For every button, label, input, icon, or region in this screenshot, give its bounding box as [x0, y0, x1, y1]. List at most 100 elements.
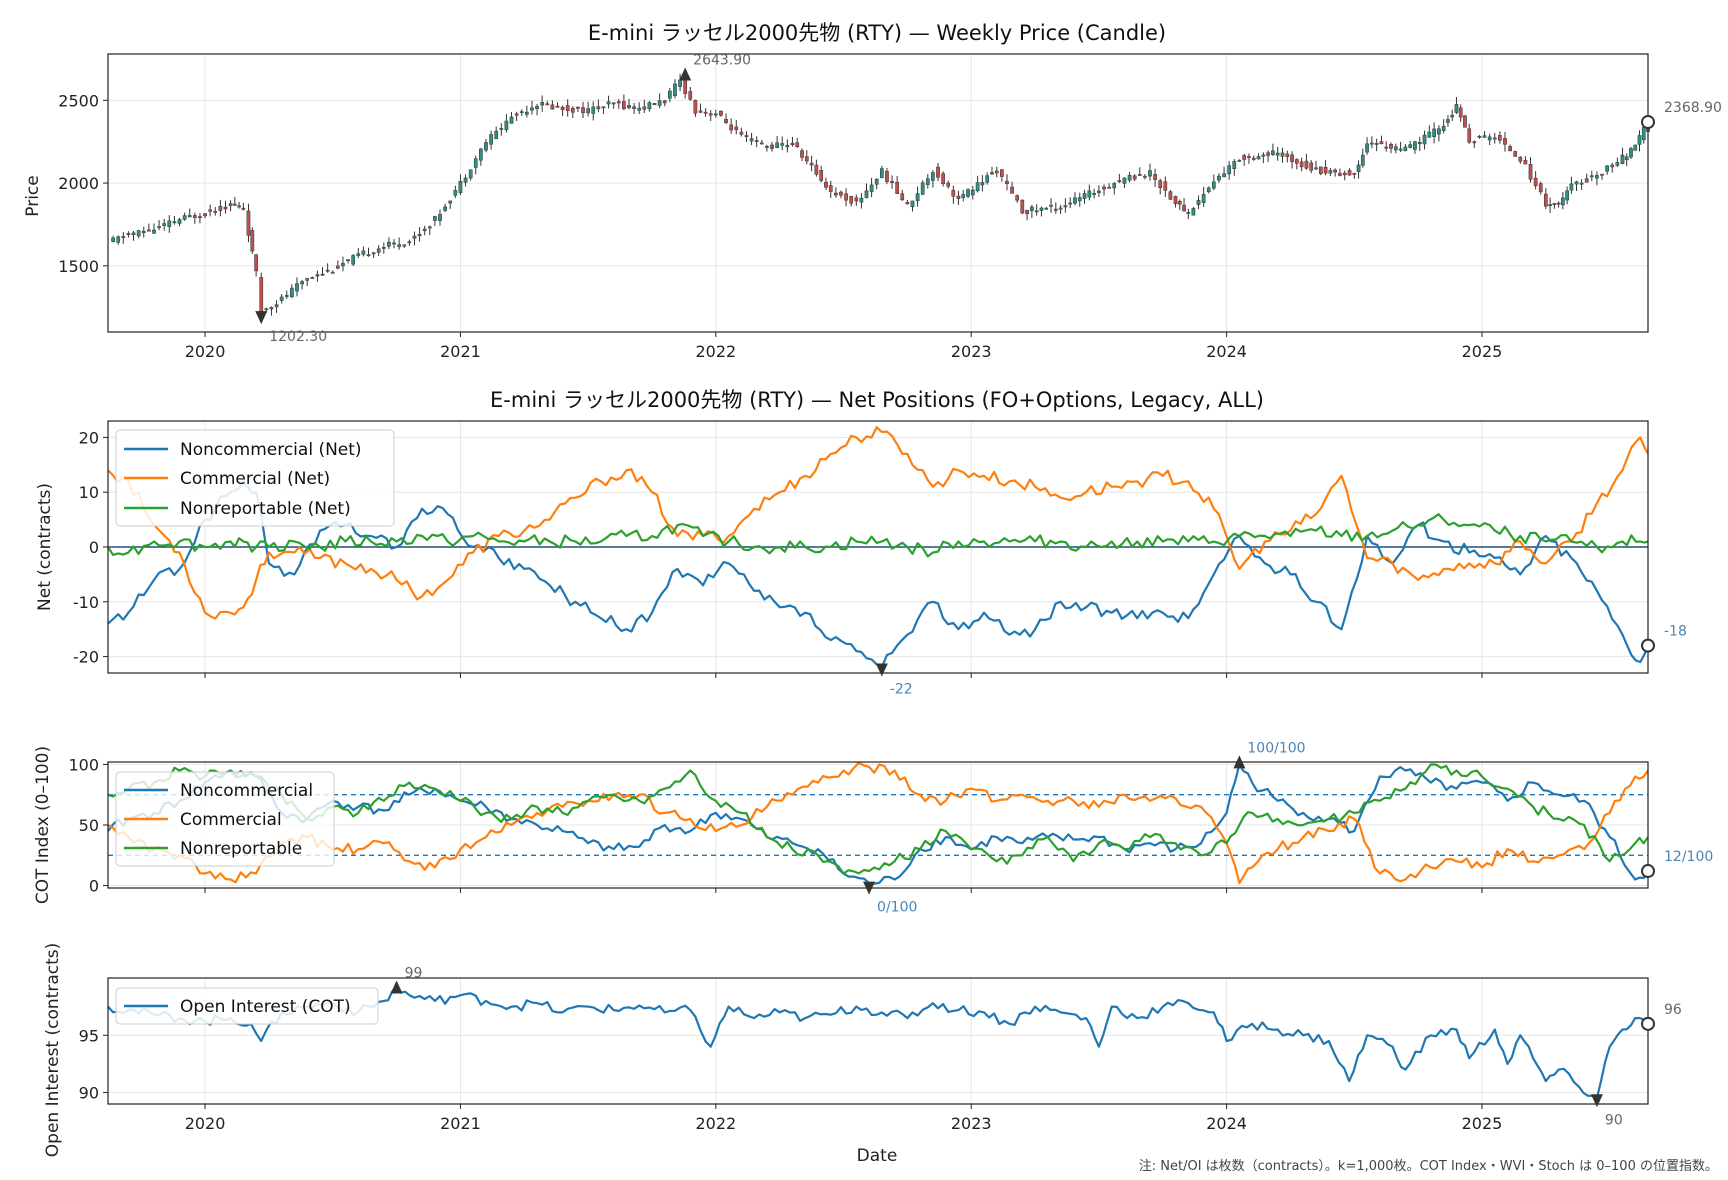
candle-body — [1552, 203, 1557, 205]
cot-legend: Noncommercial Commercial Nonreportable — [115, 771, 335, 867]
candle-body — [1132, 175, 1137, 180]
candle-body — [1437, 128, 1441, 135]
candle-body — [1605, 165, 1609, 172]
candle-body — [545, 103, 550, 106]
candle-body — [1127, 175, 1132, 181]
y-tick-label-2000: 2000 — [58, 174, 99, 193]
candle-body — [1503, 138, 1507, 145]
candle-body — [1333, 169, 1337, 173]
candle-body — [560, 106, 565, 110]
candle-body — [310, 277, 315, 279]
annotation-min-marker — [863, 881, 876, 895]
candle-body — [330, 271, 335, 274]
candle-body — [351, 255, 356, 265]
candle-body — [565, 105, 570, 111]
candle-body — [596, 106, 601, 110]
candle-body — [1102, 186, 1106, 190]
candle-body — [1427, 131, 1432, 138]
candle-body — [1309, 162, 1314, 171]
candle-body — [698, 110, 703, 113]
oi-legend: Open Interest (COT) — [115, 987, 379, 1025]
candle-body — [1217, 175, 1221, 181]
candle-body — [724, 119, 728, 123]
candle-body — [1148, 170, 1152, 177]
candle-body — [484, 142, 488, 151]
candle-body — [412, 235, 417, 239]
oi-plot-frame — [107, 977, 1649, 1105]
candle-body — [956, 195, 961, 199]
candle-body — [1347, 170, 1352, 176]
annotation-last-label: 2368.90 — [1664, 100, 1722, 116]
candle-body — [611, 102, 616, 105]
net-legend: Noncommercial (Net) Commercial (Net) Non… — [115, 429, 395, 527]
x-tick-label-2020: 2020 — [185, 342, 226, 361]
candle-body — [1482, 135, 1487, 138]
candle-body — [223, 206, 228, 210]
x-tick-label-2025: 2025 — [1462, 342, 1503, 361]
candle-body — [1615, 162, 1620, 166]
y-tick-label-90: 90 — [79, 1084, 99, 1103]
candle-body — [966, 189, 970, 197]
candle-body — [713, 113, 718, 116]
candle-body — [555, 105, 560, 108]
annotation-min-label: 90 — [1605, 1112, 1623, 1128]
candle-body — [900, 193, 905, 201]
candle-body — [885, 170, 889, 182]
candle-body — [1633, 144, 1638, 151]
candle-body — [1463, 115, 1467, 128]
candle-body — [652, 103, 657, 106]
candle-body — [673, 83, 677, 97]
candle-body — [320, 273, 325, 276]
candle-body — [1077, 197, 1082, 202]
oi-xlabel: Date — [857, 1146, 898, 1166]
candle-body — [1039, 207, 1044, 211]
candle-body — [970, 189, 975, 196]
candle-body — [468, 169, 473, 179]
annotation-last-marker — [1641, 638, 1655, 653]
candle-body — [749, 138, 754, 142]
candle-body — [1432, 128, 1436, 137]
candle-body — [438, 214, 442, 221]
candle-body — [208, 209, 213, 212]
candle-body — [581, 107, 585, 114]
candle-body — [1533, 177, 1538, 187]
candle-body — [1049, 204, 1053, 207]
candle-body — [1389, 144, 1393, 149]
annotation-min-label: 0/100 — [877, 900, 917, 916]
candle-body — [586, 108, 590, 114]
candle-body — [795, 142, 800, 148]
net-title: E-mini ラッセル2000先物 (RTY) — Net Positions … — [490, 388, 1264, 412]
series-line-commercial — [107, 761, 1649, 885]
candle-body — [1285, 153, 1290, 157]
candle-body — [1458, 107, 1463, 118]
candle-body — [1247, 156, 1251, 158]
net-panel: E-mini ラッセル2000先物 (RTY) — Net Positions … — [35, 388, 1687, 698]
candle-body — [1097, 190, 1101, 193]
candle-body — [775, 142, 779, 148]
candle-body — [1168, 191, 1173, 200]
candle-body — [433, 216, 437, 221]
candle-body — [576, 106, 580, 109]
candle-body — [1173, 196, 1178, 205]
candle-body — [814, 164, 819, 175]
candle-body — [1153, 174, 1157, 180]
candle-body — [1010, 186, 1014, 194]
candle-body — [739, 131, 744, 135]
candle-body — [985, 175, 990, 183]
candle-body — [1379, 141, 1384, 144]
candle-body — [1020, 199, 1025, 214]
candle-body — [1403, 146, 1408, 151]
candle-body — [844, 193, 848, 201]
candle-body — [678, 79, 682, 87]
y-tick-label-20: 20 — [79, 428, 99, 447]
candle-body — [519, 111, 524, 114]
annotation-min-marker — [1590, 1094, 1603, 1108]
candle-body — [994, 170, 999, 174]
candle-body — [489, 134, 493, 145]
candle-body — [254, 254, 258, 272]
candle-body — [341, 263, 345, 267]
candle-body — [147, 229, 151, 232]
candle-body — [213, 211, 218, 213]
x-tick-label-2023: 2023 — [951, 342, 992, 361]
